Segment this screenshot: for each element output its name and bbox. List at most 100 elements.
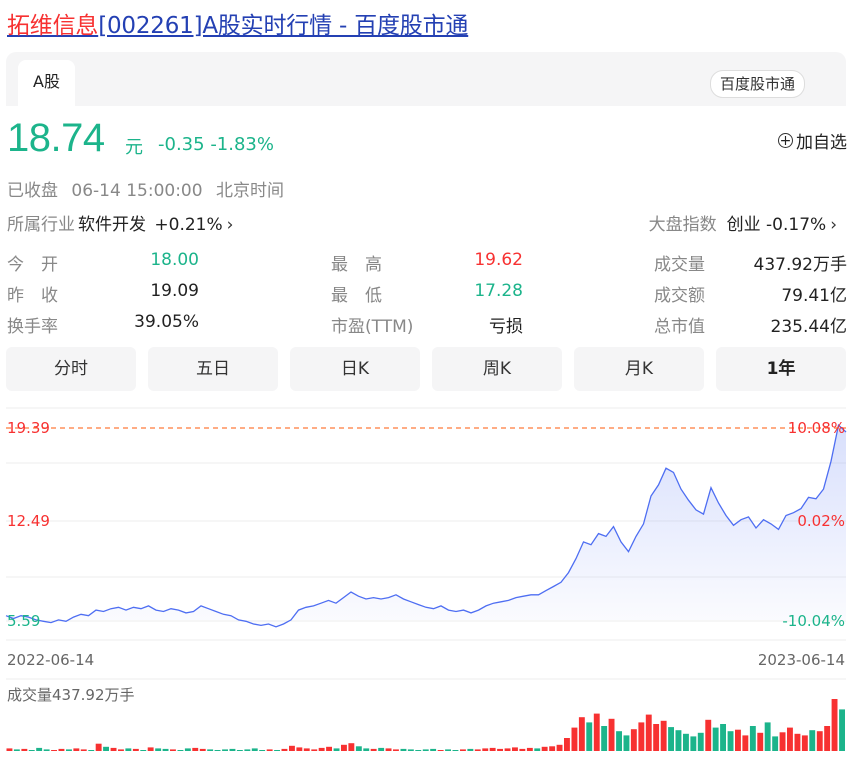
volume-bar bbox=[801, 735, 808, 751]
stat-label-low: 最 低 bbox=[331, 286, 382, 306]
volume-bar bbox=[645, 714, 652, 751]
stat-label-open: 今 开 bbox=[7, 255, 58, 275]
tab-five-day[interactable]: 五日 bbox=[148, 347, 278, 391]
market-change: -0.17% bbox=[766, 215, 827, 235]
volume-bar bbox=[229, 748, 236, 751]
volume-bar bbox=[675, 730, 682, 751]
volume-bar bbox=[512, 747, 518, 751]
volume-bar bbox=[668, 727, 674, 751]
volume-bar bbox=[749, 726, 756, 751]
volume-bar bbox=[482, 748, 489, 751]
y-label-top: 19.39 bbox=[7, 419, 50, 437]
x-label-end: 2023-06-14 bbox=[757, 651, 845, 669]
chevron-right-icon: › bbox=[226, 215, 234, 235]
volume-bar bbox=[764, 722, 771, 751]
volume-bar bbox=[727, 731, 734, 751]
volume-bar bbox=[363, 748, 370, 751]
tab-one-year[interactable]: 1年 bbox=[716, 347, 846, 391]
volume-bar bbox=[311, 749, 318, 751]
y-label-mid: 12.49 bbox=[7, 512, 50, 530]
page-title[interactable]: 拓维信息[002261]A股实时行情 - 百度股市通 bbox=[7, 6, 468, 40]
volume-bar bbox=[21, 748, 28, 751]
volume-bar bbox=[303, 748, 310, 751]
volume-bar bbox=[28, 750, 35, 751]
stat-value-pe: 亏损 bbox=[489, 317, 523, 337]
stat-label-volume: 成交量 bbox=[654, 255, 705, 275]
volume-bar bbox=[541, 746, 548, 751]
tab-a-share[interactable]: A股 bbox=[18, 60, 75, 106]
stat-value-turnover-rate: 39.05% bbox=[134, 312, 199, 332]
volume-bar bbox=[534, 748, 541, 751]
volume-bar bbox=[824, 726, 831, 751]
volume-bar bbox=[779, 732, 786, 751]
tab-daily-k[interactable]: 日K bbox=[290, 347, 420, 391]
volume-bar bbox=[497, 748, 503, 751]
volume-bar bbox=[110, 747, 117, 751]
volume-bar bbox=[630, 729, 637, 751]
tab-intraday[interactable]: 分时 bbox=[6, 347, 136, 391]
industry-label: 所属行业 bbox=[7, 215, 75, 235]
stat-label-market-cap: 总市值 bbox=[654, 317, 705, 337]
volume-bar bbox=[393, 749, 399, 751]
volume-bar bbox=[207, 749, 214, 751]
volume-bar bbox=[370, 748, 377, 751]
market-index-link[interactable]: 大盘指数 创业 -0.17% › bbox=[649, 210, 837, 235]
volume-bar bbox=[88, 750, 95, 751]
volume-bar bbox=[467, 748, 474, 751]
volume-bar bbox=[6, 748, 13, 751]
industry-link[interactable]: 所属行业 软件开发 +0.21% › bbox=[7, 210, 233, 235]
stock-name[interactable]: 拓维信息 bbox=[7, 13, 99, 39]
volume-bar bbox=[266, 749, 273, 751]
volume-bar bbox=[556, 744, 563, 751]
volume-bar bbox=[430, 748, 437, 751]
volume-bar bbox=[578, 717, 585, 751]
volume-bar bbox=[831, 699, 838, 751]
volume-bar bbox=[400, 748, 407, 751]
volume-bar bbox=[549, 746, 556, 751]
volume-bar bbox=[199, 748, 206, 751]
stat-label-turnover-rate: 换手率 bbox=[7, 317, 58, 337]
volume-bar bbox=[51, 750, 57, 751]
volume-bar bbox=[526, 747, 533, 751]
volume-bar bbox=[712, 727, 719, 751]
volume-bar bbox=[564, 738, 570, 751]
y-label-bottom: 5.59 bbox=[7, 612, 41, 630]
volume-bar bbox=[437, 750, 444, 751]
volume-bar bbox=[155, 748, 162, 751]
volume-bar bbox=[289, 745, 295, 751]
volume-bar bbox=[474, 749, 481, 751]
price-chart[interactable] bbox=[0, 400, 867, 768]
volume-bar bbox=[184, 748, 191, 751]
stat-label-turnover: 成交额 bbox=[654, 286, 705, 306]
volume-bar bbox=[132, 748, 139, 751]
volume-bar bbox=[13, 749, 20, 751]
price-area bbox=[6, 425, 846, 627]
stat-value-open: 18.00 bbox=[150, 250, 199, 270]
volume-bar bbox=[333, 748, 340, 751]
volume-bar bbox=[683, 733, 689, 751]
volume-bar bbox=[593, 713, 600, 751]
stat-value-prev-close: 19.09 bbox=[150, 281, 199, 301]
volume-bar bbox=[571, 727, 578, 751]
status-datetime: 06-14 15:00:00 bbox=[71, 181, 203, 201]
volume-bar bbox=[296, 747, 303, 751]
brand-badge[interactable]: 百度股市通 bbox=[710, 70, 806, 98]
volume-bar bbox=[616, 731, 622, 751]
volume-bar bbox=[839, 709, 845, 751]
tab-weekly-k[interactable]: 周K bbox=[432, 347, 562, 391]
industry-change: +0.21% bbox=[154, 215, 223, 235]
volume-bar bbox=[118, 749, 124, 751]
change-percent: -1.83% bbox=[210, 134, 274, 155]
volume-bar bbox=[80, 749, 87, 751]
volume-bar bbox=[407, 749, 414, 751]
volume-bar bbox=[125, 748, 132, 751]
stat-label-pe: 市盈(TTM) bbox=[331, 317, 414, 337]
title-rest[interactable]: [002261]A股实时行情 - 百度股市通 bbox=[98, 13, 469, 39]
card-header bbox=[6, 52, 846, 106]
add-watchlist-button[interactable]: + 加自选 bbox=[778, 128, 847, 153]
volume-bar bbox=[690, 736, 697, 751]
change-amount: -0.35 bbox=[158, 134, 205, 155]
volume-bar bbox=[244, 749, 251, 751]
tab-monthly-k[interactable]: 月K bbox=[574, 347, 704, 391]
stat-value-low: 17.28 bbox=[474, 281, 523, 301]
